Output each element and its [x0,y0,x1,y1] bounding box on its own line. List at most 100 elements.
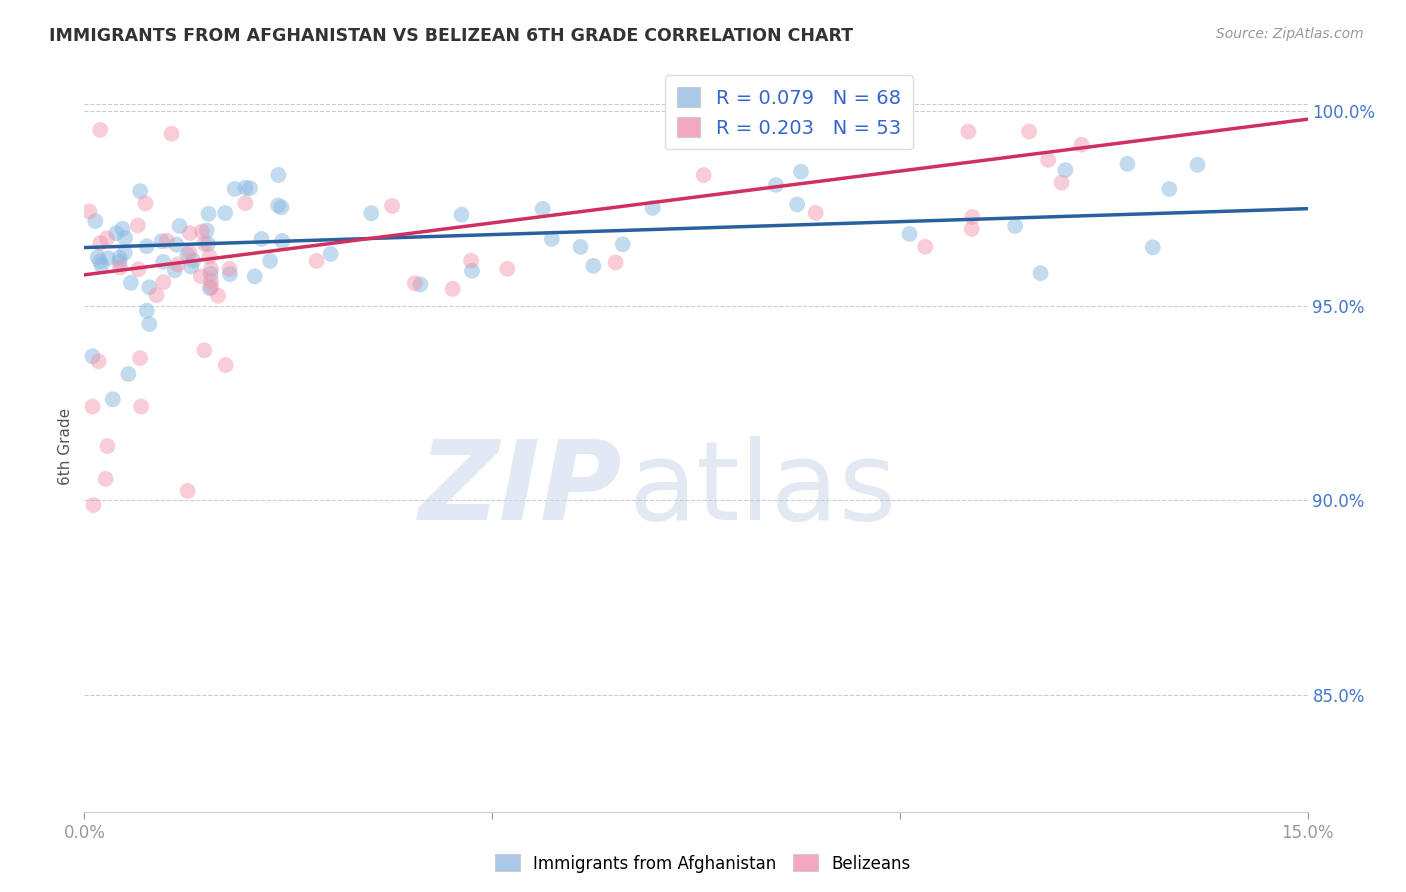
Point [152,255,174,269]
Point [195,223,218,237]
Point [404,276,426,290]
Point [82,498,104,512]
Point [461,264,484,278]
Point [612,237,634,252]
Point [111,221,134,235]
Point [838,118,860,132]
Point [105,226,128,240]
Point [89,123,111,137]
Point [160,127,183,141]
Point [89,236,111,251]
Point [129,184,152,198]
Point [114,231,136,245]
Point [1070,137,1092,152]
Point [156,234,179,248]
Point [117,367,139,381]
Point [235,196,257,211]
Point [84,214,107,228]
Point [193,343,215,358]
Point [127,262,149,277]
Legend: Immigrants from Afghanistan, Belizeans: Immigrants from Afghanistan, Belizeans [488,847,918,880]
Point [96,439,118,453]
Point [207,289,229,303]
Point [150,234,173,248]
Text: atlas: atlas [628,436,897,543]
Point [960,222,983,236]
Point [191,225,214,239]
Point [765,178,787,192]
Point [89,254,111,268]
Point [569,240,592,254]
Point [441,282,464,296]
Point [1018,124,1040,138]
Point [180,260,202,274]
Point [409,277,432,292]
Point [82,400,104,414]
Point [496,261,519,276]
Point [219,267,242,281]
Point [129,351,152,365]
Point [176,247,198,261]
Point [197,236,219,251]
Point [94,472,117,486]
Point [197,207,219,221]
Point [152,275,174,289]
Point [193,236,215,251]
Point [82,349,104,363]
Point [267,168,290,182]
Point [134,196,156,211]
Point [460,253,482,268]
Point [1029,266,1052,280]
Point [720,103,742,117]
Point [267,198,290,212]
Point [96,231,118,245]
Point [179,226,201,240]
Point [145,288,167,302]
Point [962,210,984,224]
Point [200,267,222,281]
Point [129,400,152,414]
Point [108,251,131,265]
Point [582,259,605,273]
Point [243,269,266,284]
Point [250,232,273,246]
Point [97,251,120,265]
Point [176,483,198,498]
Point [108,255,131,269]
Point [79,204,101,219]
Point [163,263,186,277]
Point [540,232,562,246]
Point [1004,219,1026,233]
Point [531,202,554,216]
Legend: R = 0.079   N = 68, R = 0.203   N = 53: R = 0.079 N = 68, R = 0.203 N = 53 [665,75,912,150]
Point [786,197,808,211]
Point [450,208,472,222]
Point [169,219,191,233]
Point [218,261,240,276]
Point [165,237,187,252]
Point [135,239,157,253]
Point [1116,157,1139,171]
Point [114,245,136,260]
Point [90,258,112,272]
Point [1159,182,1181,196]
Point [166,257,188,271]
Point [1050,176,1073,190]
Point [259,253,281,268]
Point [270,200,292,214]
Point [138,280,160,294]
Point [1054,163,1077,178]
Point [360,206,382,220]
Point [198,281,221,295]
Point [135,303,157,318]
Point [198,250,221,264]
Point [1142,240,1164,254]
Y-axis label: 6th Grade: 6th Grade [58,408,73,484]
Point [1187,158,1209,172]
Text: ZIP: ZIP [419,436,623,543]
Point [239,181,262,195]
Point [914,240,936,254]
Point [87,250,110,264]
Point [214,206,236,220]
Point [200,280,222,294]
